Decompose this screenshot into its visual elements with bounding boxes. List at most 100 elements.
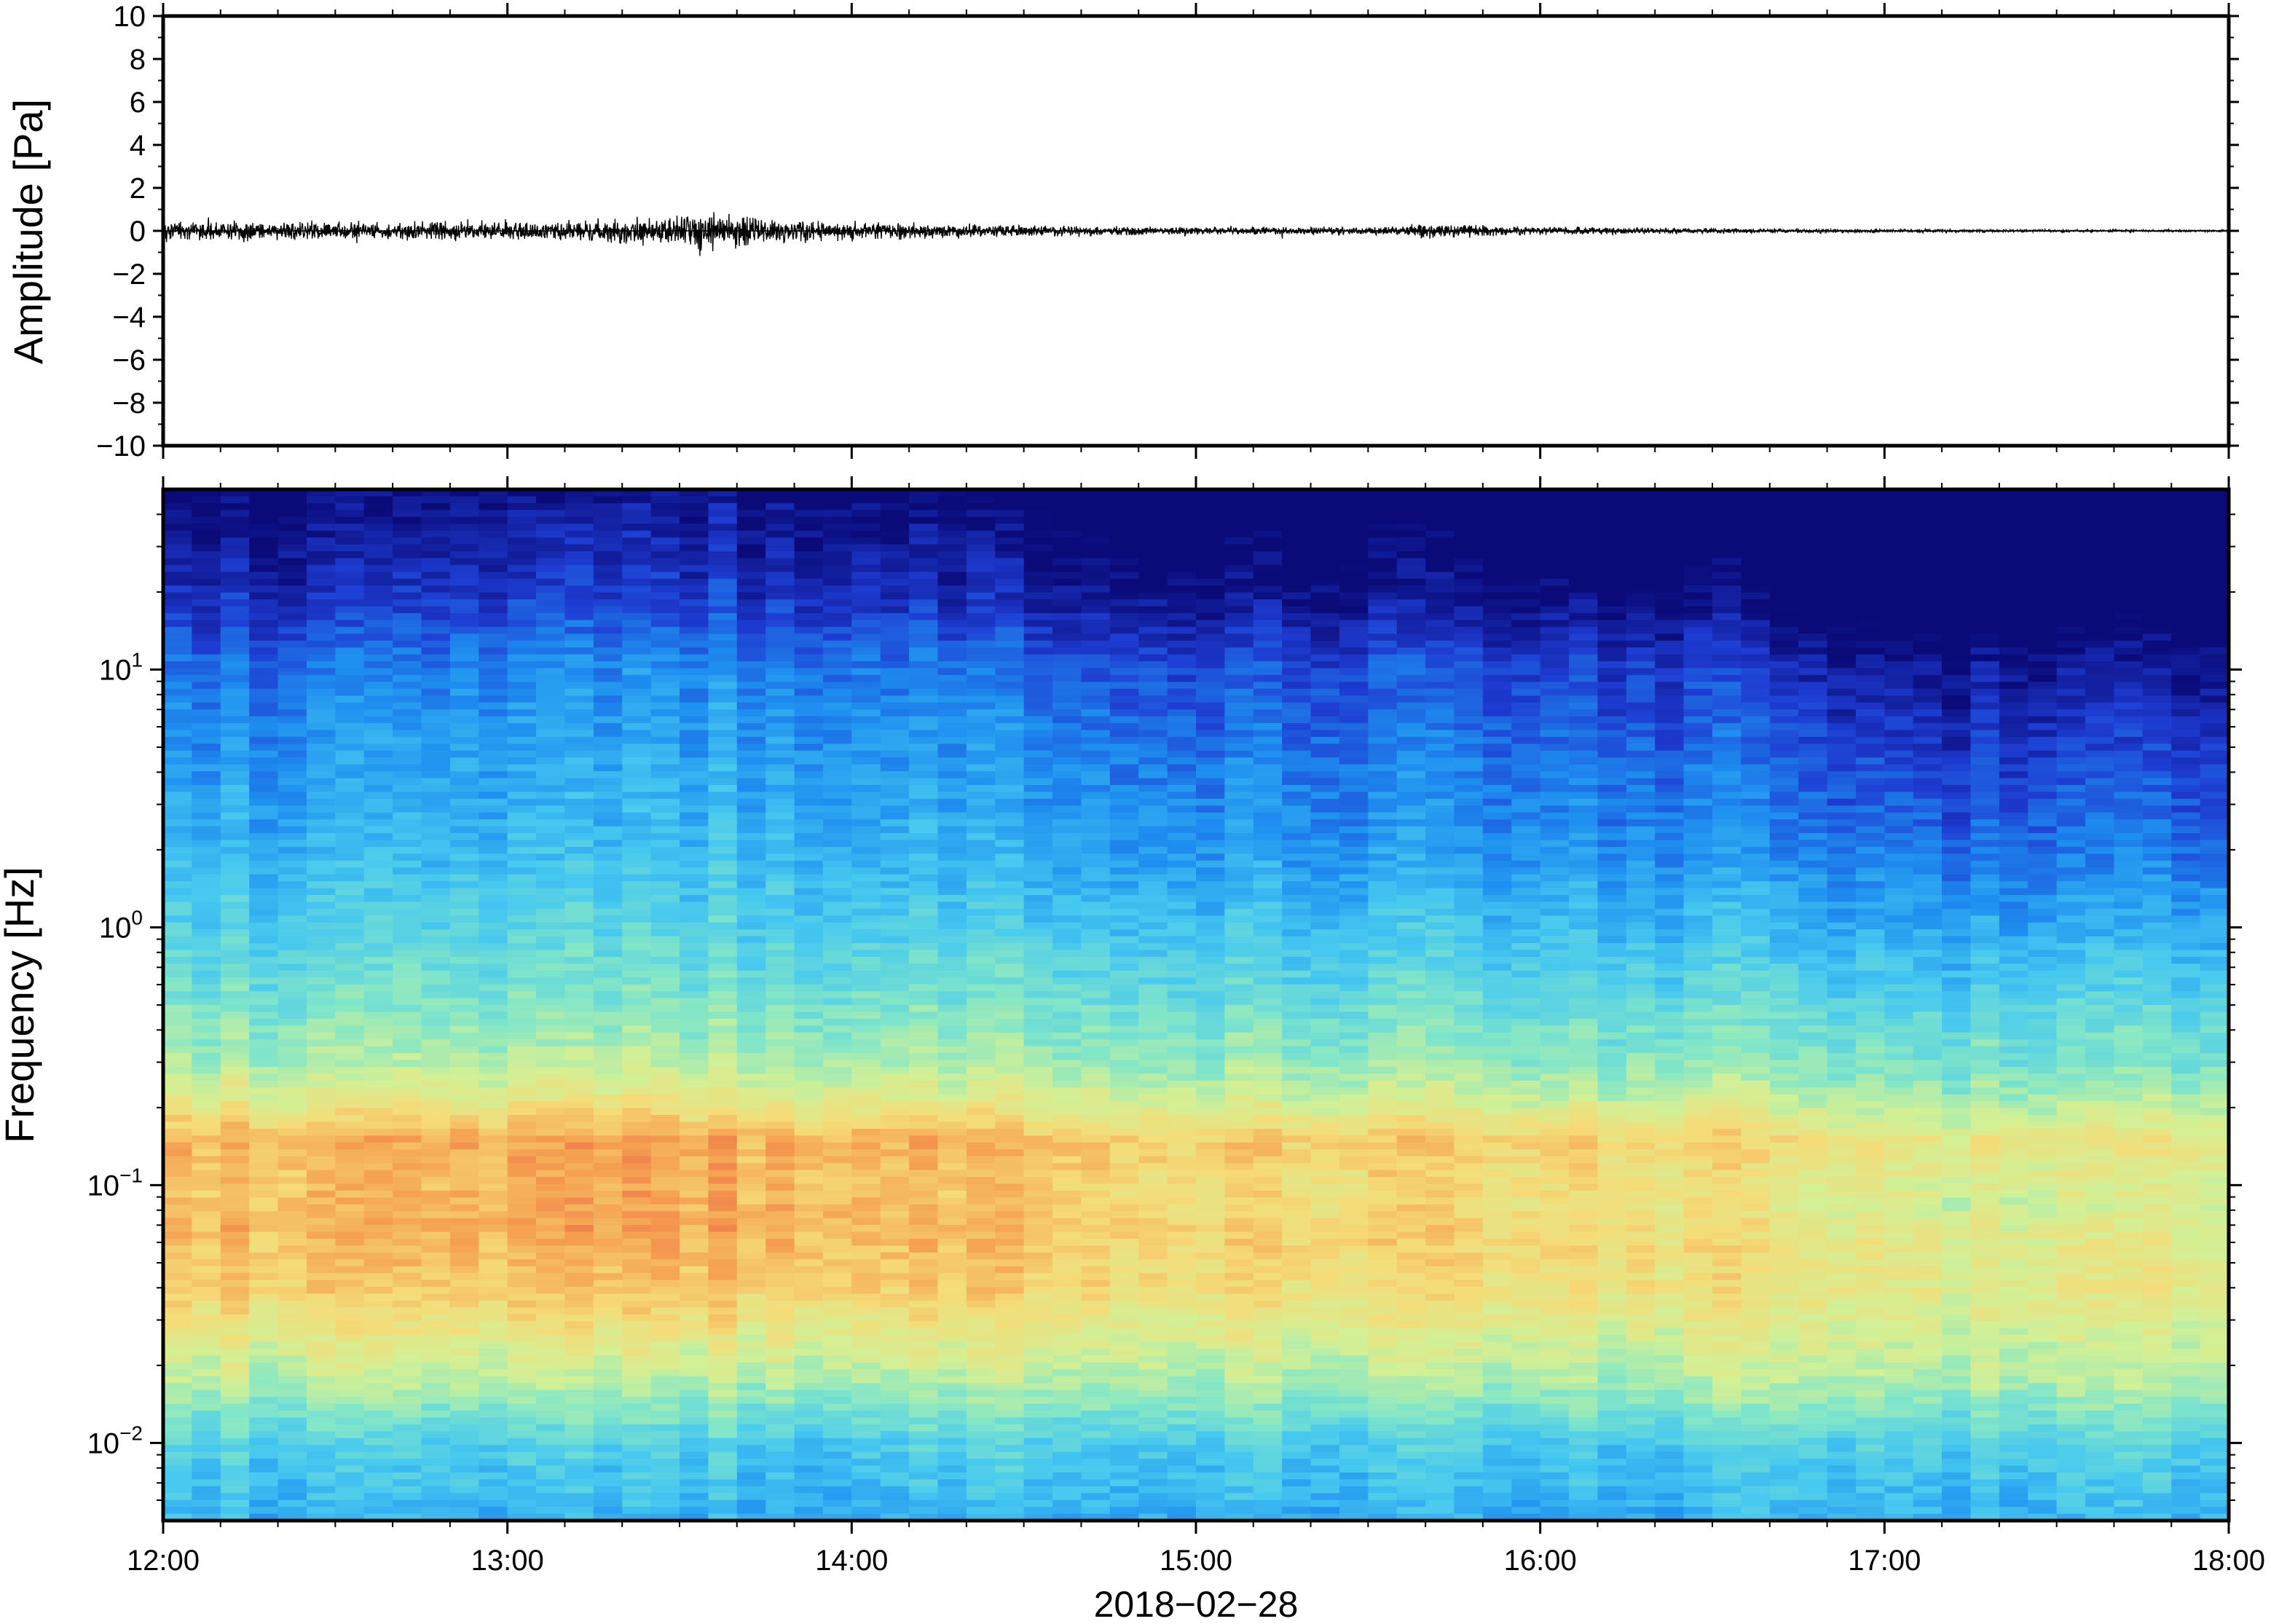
spectrogram-cell [449, 1300, 479, 1308]
spectrogram-cell [306, 1300, 336, 1308]
spectrogram-cell [995, 998, 1025, 1006]
spectrogram-cell [851, 1362, 881, 1370]
spectrogram-cell [363, 1156, 393, 1164]
spectrogram-cell [1023, 1101, 1053, 1109]
spectrogram-cell [220, 1060, 250, 1068]
spectrogram-cell [220, 502, 250, 511]
spectrogram-cell [564, 1376, 594, 1384]
spectrogram-cell [736, 805, 766, 813]
spectrogram-cell [937, 881, 967, 889]
spectrogram-cell [163, 564, 192, 572]
spectrogram-cell [507, 881, 537, 889]
spectrogram-cell [449, 1390, 479, 1398]
spectrogram-cell [393, 1293, 422, 1301]
spectrogram-cell [708, 922, 738, 930]
spectrogram-cell [564, 736, 594, 744]
spectrogram-cell [680, 998, 709, 1006]
spectrogram-cell [622, 1073, 652, 1081]
spectrogram-cell [507, 902, 537, 910]
spectrogram-cell [680, 881, 709, 889]
spectrogram-cell [937, 695, 967, 703]
spectrogram-cell [765, 1479, 795, 1487]
spectrogram-cell [449, 695, 479, 703]
spectrogram-cell [479, 1142, 508, 1150]
spectrogram-cell [851, 840, 881, 848]
spectrogram-cell [1052, 516, 1082, 524]
spectrogram-cell [192, 1245, 221, 1253]
spectrogram-cell [966, 943, 996, 951]
spectrogram-cell [680, 1101, 709, 1109]
spectrogram-cell [278, 564, 307, 572]
spectrogram-cell [680, 1135, 709, 1143]
spectrogram-cell [479, 840, 508, 848]
spectrogram-cell [650, 1451, 680, 1459]
spectrogram-cell [249, 881, 279, 889]
spectrogram-cell [851, 634, 881, 642]
spectrogram-cell [880, 544, 910, 552]
spectrogram-cell [421, 915, 451, 923]
spectrogram-cell [192, 1066, 221, 1074]
spectrogram-cell [163, 1053, 192, 1061]
spectrogram-cell [421, 489, 451, 497]
spectrogram-cell [937, 1018, 967, 1026]
spectrogram-cell [536, 682, 566, 690]
spectrogram-cell [851, 1355, 881, 1363]
spectrogram-cell [220, 1080, 250, 1088]
spectrogram-cell [479, 1238, 508, 1246]
spectrogram-cell [220, 750, 250, 758]
spectrogram-cell [995, 1293, 1025, 1301]
spectrogram-cell [393, 1012, 422, 1020]
spectrogram-cell [220, 1349, 250, 1357]
spectrogram-cell [822, 846, 852, 854]
spectrogram-cell [966, 1115, 996, 1123]
spectrogram-cell [880, 709, 910, 717]
spectrogram-cell [765, 1005, 795, 1013]
spectrogram-cell [1052, 564, 1082, 572]
spectrogram-cell [708, 805, 738, 813]
spectrogram-cell [1023, 654, 1053, 662]
spectrogram-cell [593, 1080, 623, 1088]
spectrogram-cell [1052, 592, 1082, 600]
spectrogram-cell [363, 1445, 393, 1453]
spectrogram-cell [421, 599, 451, 607]
spectrogram-cell [708, 1170, 738, 1178]
spectrogram-cell [278, 998, 307, 1006]
spectrogram-cell [794, 716, 824, 724]
spectrogram-cell [393, 750, 422, 758]
spectrogram-cell [880, 1273, 910, 1281]
spectrogram-cell [937, 1238, 967, 1246]
spectrogram-cell [393, 1149, 422, 1157]
spectrogram-cell [650, 1459, 680, 1467]
spectrogram-cell [880, 1018, 910, 1026]
spectrogram-cell [593, 1369, 623, 1377]
spectrogram-cell [794, 1142, 824, 1150]
spectrogram-cell [937, 537, 967, 545]
spectrogram-cell [880, 510, 910, 518]
spectrogram-cell [278, 1314, 307, 1322]
spectrogram-cell [393, 1335, 422, 1343]
spectrogram-cell [593, 1211, 623, 1219]
spectrogram-cell [421, 1266, 451, 1274]
spectrogram-cell [680, 929, 709, 937]
spectrogram-cell [680, 1238, 709, 1246]
spectrogram-cell [335, 1039, 365, 1047]
spectrogram-cell [335, 1355, 365, 1363]
spectrogram-cell [564, 1369, 594, 1377]
spectrogram-cell [680, 1513, 709, 1521]
spectrogram-cell [736, 1431, 766, 1439]
spectrogram-cell [736, 1513, 766, 1521]
spectrogram-cell [966, 812, 996, 820]
spectrogram-cell [393, 929, 422, 937]
spectrogram-cell [1023, 1459, 1053, 1467]
spectrogram-cell [622, 1060, 652, 1068]
spectrogram-cell [479, 792, 508, 800]
spectrogram-cell [220, 586, 250, 594]
spectrogram-cell [822, 915, 852, 923]
spectrogram-cell [306, 489, 336, 497]
spectrogram-cell [822, 682, 852, 690]
spectrogram-cell [163, 1259, 192, 1267]
spectrogram-cell [822, 1493, 852, 1501]
spectrogram-cell [909, 1142, 939, 1150]
spectrogram-cell [421, 530, 451, 538]
spectrogram-cell [278, 1066, 307, 1074]
